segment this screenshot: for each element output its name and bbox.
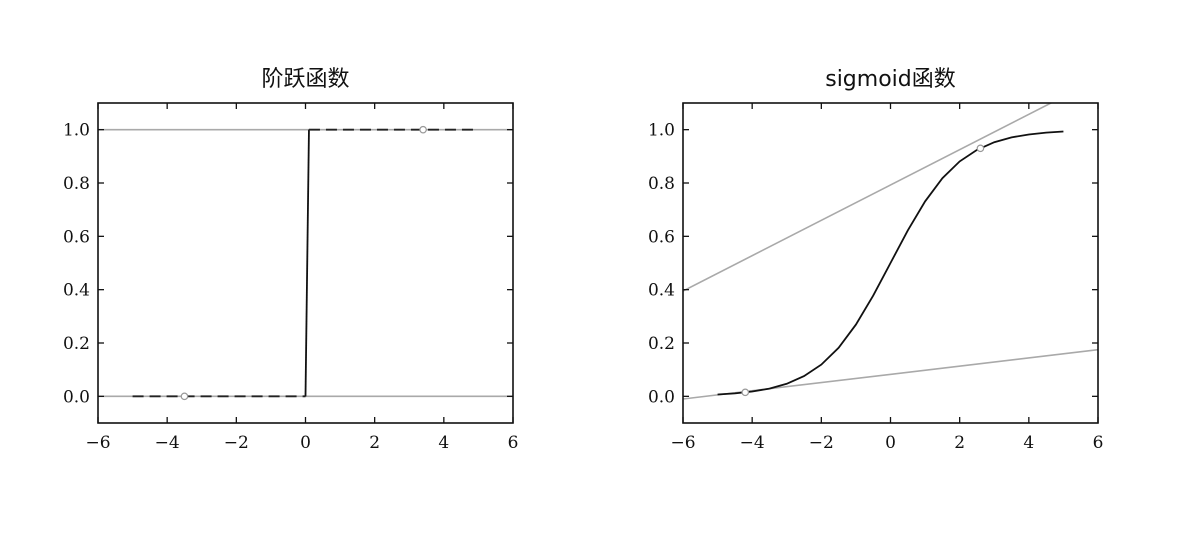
- chart-title: sigmoid函数: [825, 67, 956, 92]
- point-marker: [180, 392, 189, 401]
- y-tick-label: 1.0: [648, 121, 675, 141]
- x-tick-label: −6: [85, 433, 110, 453]
- x-tick-label: 0: [885, 433, 896, 453]
- x-tick-label: 2: [954, 433, 965, 453]
- y-tick-label: 0.8: [63, 174, 90, 194]
- x-tick-label: 6: [508, 433, 519, 453]
- y-tick-label: 0.6: [63, 227, 90, 247]
- chart-title: 阶跃函数: [261, 67, 349, 92]
- x-tick-label: −2: [809, 433, 834, 453]
- step-function-chart: −6 −4 −2 0 2 4 6 0.0 0.2 0.4 0.6 0.8 1.0 阶跃函数: [63, 67, 518, 453]
- x-tick-label: −2: [224, 433, 249, 453]
- x-tick-label: −4: [155, 433, 180, 453]
- point-marker: [741, 388, 750, 397]
- y-tick-label: 0.2: [648, 334, 675, 354]
- x-tick-label: −4: [740, 433, 765, 453]
- x-tick-label: 6: [1093, 433, 1104, 453]
- y-tick-label: 0.8: [648, 174, 675, 194]
- point-marker: [419, 125, 427, 134]
- x-tick-label: 4: [1023, 433, 1034, 453]
- x-tick-label: −6: [670, 433, 695, 453]
- y-tick-label: 0.0: [63, 387, 90, 407]
- y-tick-label: 0.0: [648, 387, 675, 407]
- y-tick-label: 1.0: [63, 121, 90, 141]
- tangent-line: [683, 103, 1053, 292]
- plot-area: [98, 125, 513, 401]
- series-line: [717, 130, 1064, 396]
- x-tick-label: 4: [438, 433, 449, 453]
- plot-area: [683, 103, 1098, 400]
- series-line: [304, 129, 310, 397]
- point-marker: [976, 144, 985, 153]
- y-tick-label: 0.4: [63, 281, 90, 301]
- y-tick-label: 0.6: [648, 227, 675, 247]
- y-tick-label: 0.4: [648, 281, 675, 301]
- x-tick-label: 2: [369, 433, 380, 453]
- sigmoid-function-chart: −6 −4 −2 0 2 4 6 0.0 0.2 0.4 0.6 0.8 1.0 sigmoid函数: [648, 67, 1103, 453]
- x-tick-label: 0: [300, 433, 311, 453]
- y-tick-label: 0.2: [63, 334, 90, 354]
